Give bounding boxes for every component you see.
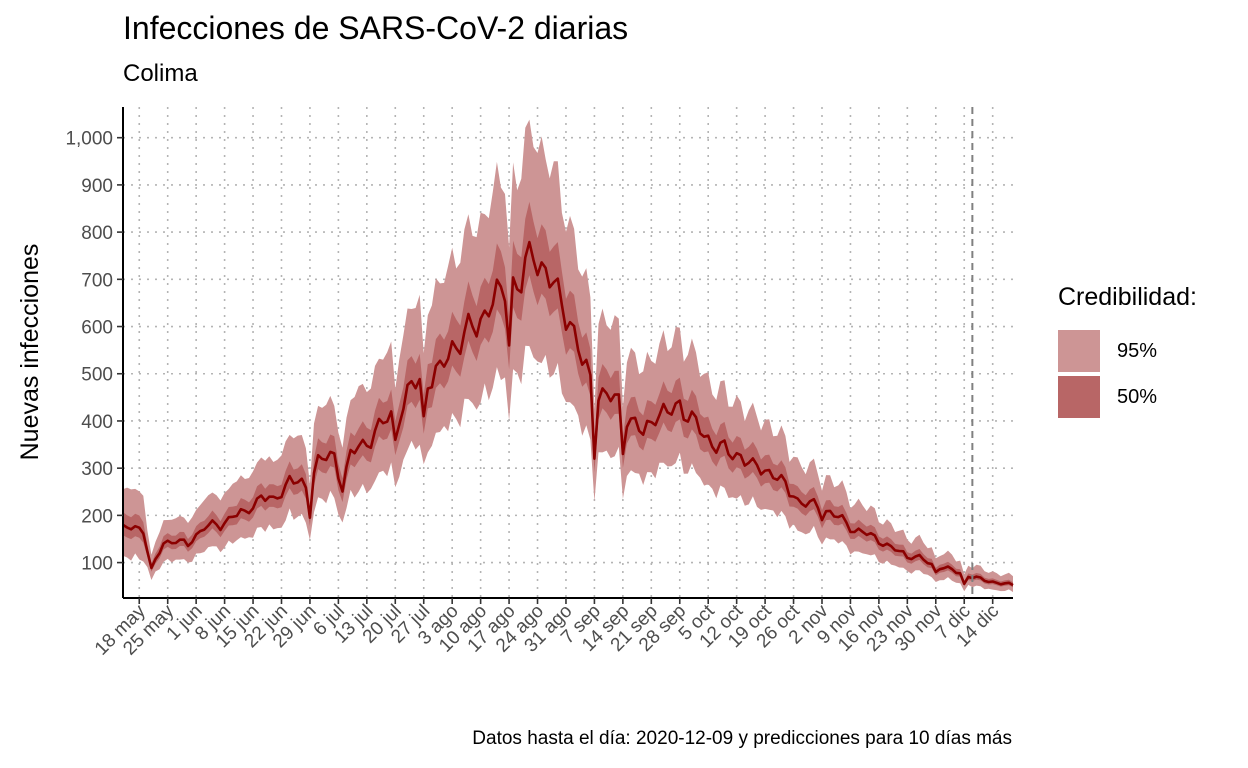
y-axis-ticks: 100 200 300 400 500 600 700 800 900 1,000 <box>65 129 123 575</box>
infections-chart: 100 200 300 400 500 600 700 800 900 1,000 18 may2… <box>16 107 1014 660</box>
legend-swatch-50 <box>1058 376 1100 418</box>
y-tick-label-7: 800 <box>81 223 113 244</box>
y-tick-label-5: 600 <box>81 318 113 339</box>
y-tick-label-6: 700 <box>81 270 113 291</box>
median-line <box>122 240 1014 587</box>
chart-caption: Datos hasta el día: 2020-12-09 y predicc… <box>472 728 1012 749</box>
chart-subtitle: Colima <box>123 60 198 87</box>
y-tick-label-2: 300 <box>81 459 113 480</box>
legend-swatch-95 <box>1058 330 1100 372</box>
legend: Credibilidad: 95% 50% <box>1058 283 1197 418</box>
y-tick-label-3: 400 <box>81 412 113 433</box>
legend-label-50: 50% <box>1117 385 1158 408</box>
band-50 <box>123 201 1013 588</box>
legend-title: Credibilidad: <box>1058 283 1197 311</box>
chart-title: Infecciones de SARS-CoV-2 diarias <box>123 10 629 46</box>
y-tick-label-0: 100 <box>81 554 113 575</box>
legend-item-95: 95% <box>1058 330 1157 372</box>
y-axis-label: Nuevas infecciones <box>16 244 44 461</box>
y-tick-label-8: 900 <box>81 176 113 197</box>
y-tick-label-9: 1,000 <box>65 129 113 150</box>
median-series <box>122 240 1014 587</box>
y-tick-label-4: 500 <box>81 365 113 386</box>
y-tick-label-1: 200 <box>81 506 113 527</box>
legend-item-50: 50% <box>1058 376 1157 418</box>
legend-label-95: 95% <box>1117 339 1158 362</box>
